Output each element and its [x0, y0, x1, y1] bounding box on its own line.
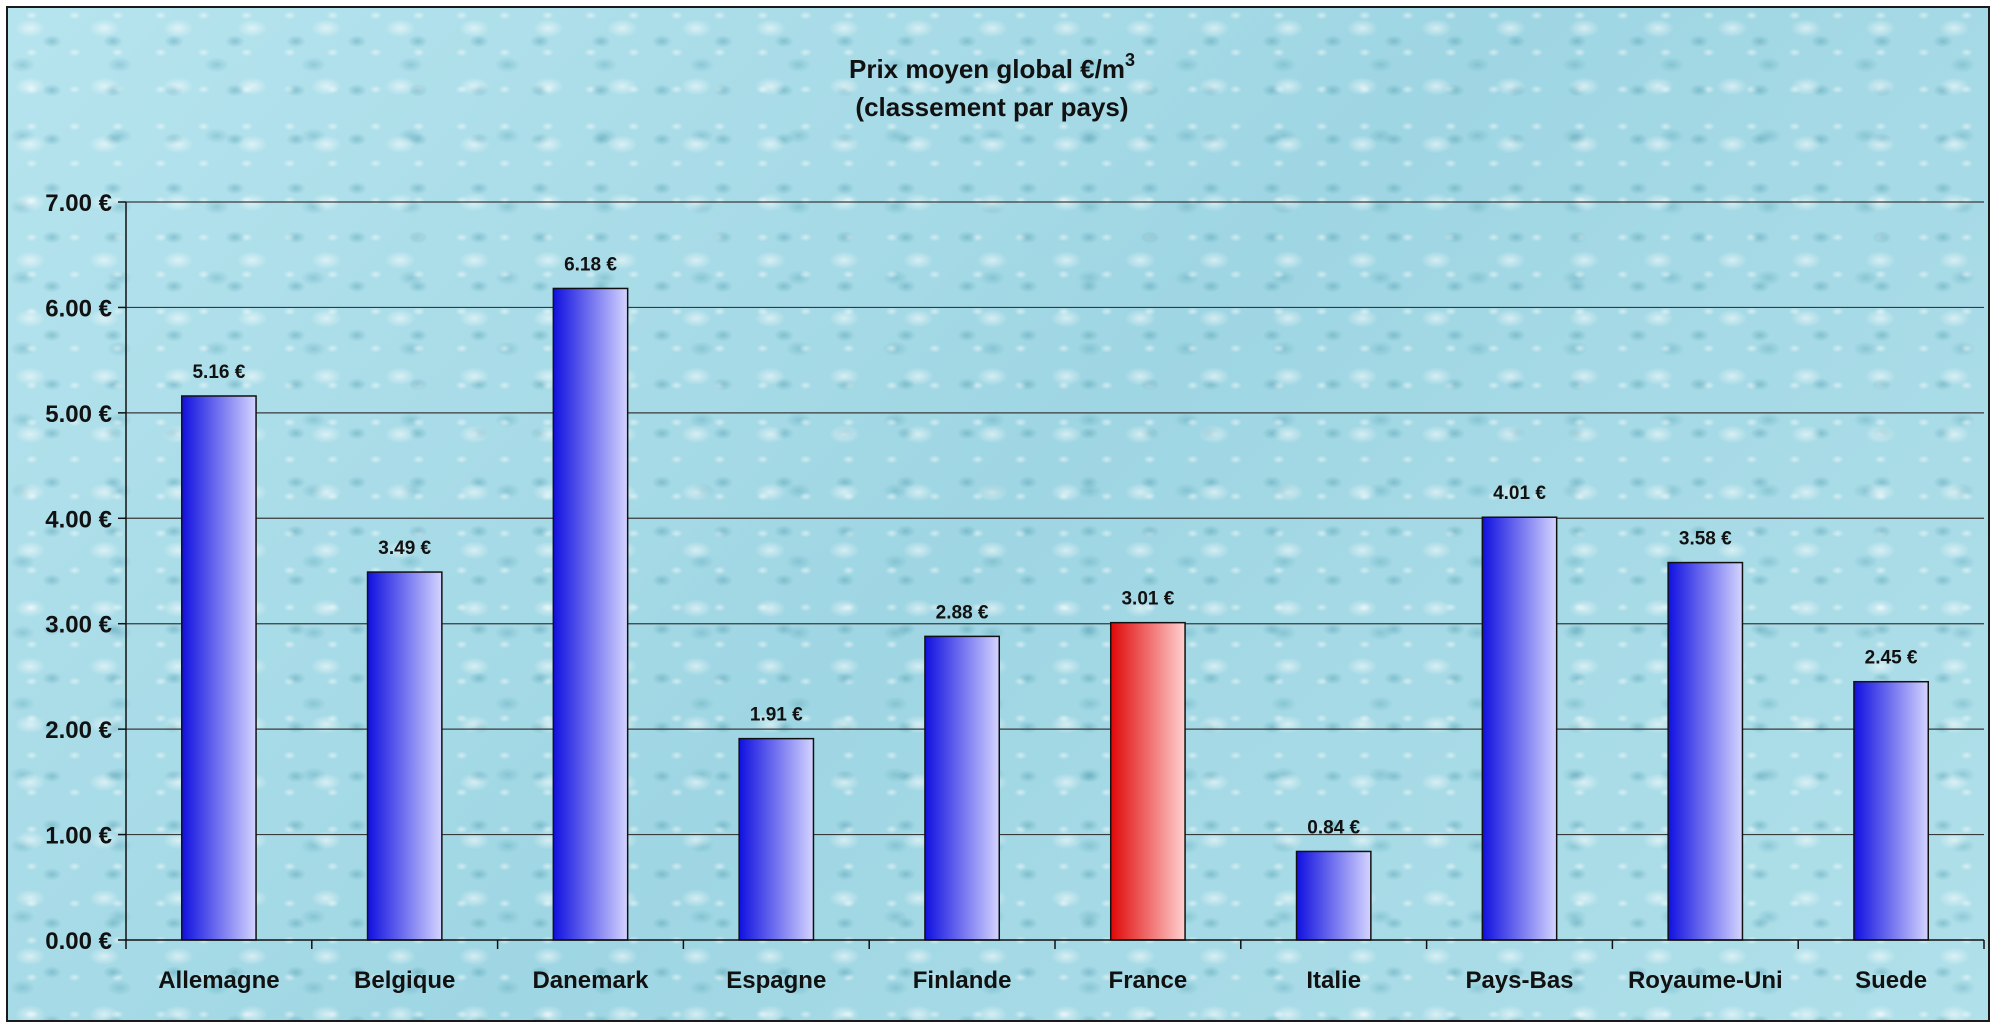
bar-suede — [1853, 680, 1930, 941]
x-category-label: Pays-Bas — [1465, 967, 1573, 994]
chart-area: Prix moyen global €/m3 (classement par p… — [6, 6, 1990, 1022]
bar-royaume-uni — [1667, 561, 1744, 941]
x-category-label: Royaume-Uni — [1628, 967, 1783, 994]
chart-subtitle: (classement par pays) — [855, 92, 1128, 122]
x-category-label: Suede — [1855, 967, 1927, 994]
y-tick-label: 5.00 € — [45, 401, 112, 428]
chart-title-superscript: 3 — [1125, 50, 1135, 70]
x-category-label: Belgique — [354, 967, 455, 994]
bar-pays-bas — [1481, 516, 1558, 941]
data-label: 0.84 € — [1307, 817, 1360, 838]
y-tick-label: 2.00 € — [45, 717, 112, 744]
bar-finlande — [924, 635, 1001, 941]
x-category-label: Espagne — [726, 967, 826, 994]
bars — [180, 287, 1930, 941]
x-category-label: Italie — [1306, 967, 1361, 994]
data-label: 3.49 € — [378, 538, 431, 559]
data-label: 2.45 € — [1865, 648, 1918, 669]
bar-belgique — [366, 571, 443, 941]
bar-italie — [1295, 850, 1372, 941]
y-tick-label: 6.00 € — [45, 295, 112, 322]
x-category-label: Danemark — [532, 967, 649, 994]
labels: 0.00 € 1.00 € 2.00 € 3.00 € 4.00 € 5.00 € 6.00… — [45, 190, 1927, 994]
x-category-label: Finlande — [913, 967, 1012, 994]
x-category-label: Allemagne — [158, 967, 279, 994]
y-tick-label: 4.00 € — [45, 506, 112, 533]
y-tick-label: 7.00 € — [45, 190, 112, 217]
y-tick-label: 0.00 € — [45, 928, 112, 955]
bar-allemagne — [180, 395, 257, 941]
y-tick-label: 1.00 € — [45, 823, 112, 850]
data-label: 5.16 € — [192, 362, 245, 383]
bar-chart: Prix moyen global €/m3 (classement par p… — [45, 50, 1985, 994]
data-label: 6.18 € — [564, 254, 617, 275]
data-label: 3.01 € — [1121, 589, 1174, 610]
data-label: 4.01 € — [1493, 483, 1546, 504]
data-label: 3.58 € — [1679, 529, 1732, 550]
x-category-label: France — [1109, 967, 1188, 994]
bar-france — [1109, 621, 1186, 941]
data-label: 1.91 € — [750, 705, 803, 726]
axes — [118, 201, 1985, 949]
bar-danemark — [552, 287, 629, 941]
bar-espagne — [738, 737, 815, 941]
chart-title: Prix moyen global €/m3 — [849, 50, 1135, 84]
y-tick-label: 3.00 € — [45, 612, 112, 639]
chart-title-text: Prix moyen global €/m — [849, 54, 1125, 84]
data-label: 2.88 € — [936, 602, 989, 623]
